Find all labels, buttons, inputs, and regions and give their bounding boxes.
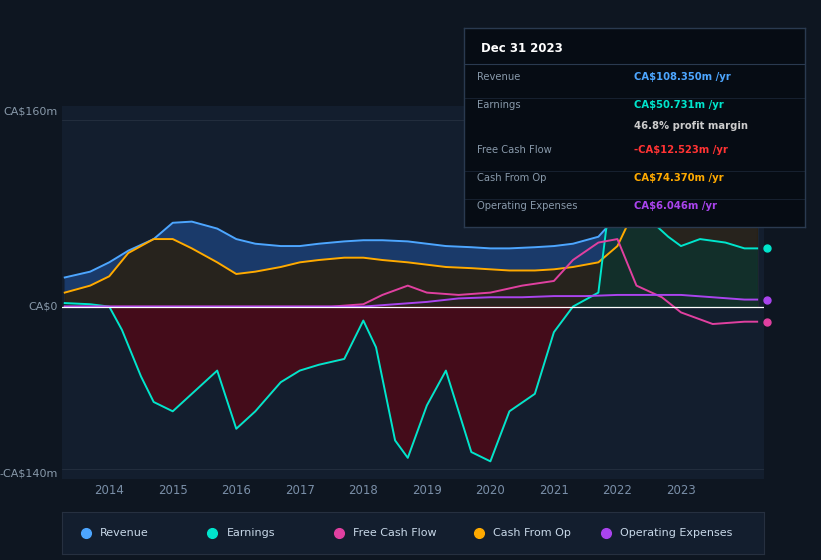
Text: Cash From Op: Cash From Op: [493, 529, 571, 538]
Text: Revenue: Revenue: [478, 72, 521, 82]
Text: Earnings: Earnings: [478, 100, 521, 110]
Text: Free Cash Flow: Free Cash Flow: [353, 529, 437, 538]
Text: CA$160m: CA$160m: [4, 106, 58, 116]
Text: Free Cash Flow: Free Cash Flow: [478, 145, 553, 155]
Text: CA$50.731m /yr: CA$50.731m /yr: [635, 100, 724, 110]
Text: CA$74.370m /yr: CA$74.370m /yr: [635, 173, 724, 183]
Text: Operating Expenses: Operating Expenses: [620, 529, 732, 538]
Text: Revenue: Revenue: [100, 529, 149, 538]
Text: Operating Expenses: Operating Expenses: [478, 201, 578, 211]
Text: CA$6.046m /yr: CA$6.046m /yr: [635, 201, 718, 211]
Text: Cash From Op: Cash From Op: [478, 173, 547, 183]
Text: Earnings: Earnings: [227, 529, 275, 538]
Text: Dec 31 2023: Dec 31 2023: [481, 42, 562, 55]
Text: CA$0: CA$0: [29, 302, 58, 311]
Text: -CA$140m: -CA$140m: [0, 469, 58, 479]
Text: CA$108.350m /yr: CA$108.350m /yr: [635, 72, 731, 82]
Text: -CA$12.523m /yr: -CA$12.523m /yr: [635, 145, 728, 155]
Text: 46.8% profit margin: 46.8% profit margin: [635, 122, 748, 132]
